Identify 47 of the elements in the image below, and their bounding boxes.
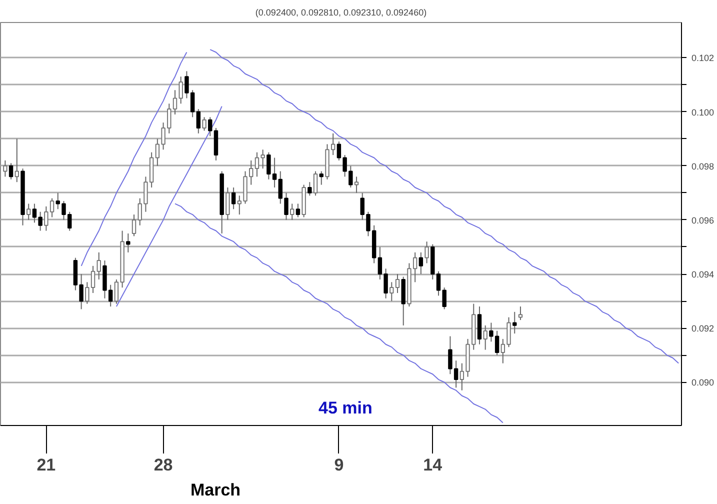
candlestick [308,182,312,196]
y-tick-label: 0.096 [692,215,714,226]
y-tick-label: 0.092 [692,324,714,334]
candlestick [67,211,72,232]
y-tick-label: 0.094 [692,270,714,280]
candlestick [226,186,230,220]
line-series [210,49,680,364]
x-tick-label: 21 [36,456,56,474]
annotation: 45 min [318,398,372,418]
candlestick [231,186,236,210]
candlestick [79,274,84,310]
candlestick [26,203,31,220]
candlestick [418,252,424,275]
y-tick-label: 0.098 [692,161,714,172]
candlestick [313,170,318,196]
y-tick-label: 0.102 [692,53,714,64]
candlestick [290,203,294,220]
chart-title: (0.092400, 0.092810, 0.092310, 0.092460) [255,8,427,18]
candlestick [178,76,183,104]
candlestick [50,198,54,218]
candlestick [44,206,48,232]
x-tick-label: 14 [423,456,443,474]
candlestick [3,160,8,178]
y-tick-label: 0.090 [692,378,714,388]
candlestick [114,278,119,304]
y-tick-label: 0.100 [692,107,714,118]
text: March [190,480,241,500]
candlestick [14,138,20,183]
candlestick [424,241,429,264]
candlestick [512,311,517,334]
candlestick [126,232,130,253]
candlestick [8,162,14,180]
candlestick [208,116,212,137]
line-series [174,203,504,424]
candlestick [202,116,206,132]
x-tick-label: 9 [334,456,344,474]
line-series [116,106,222,307]
candlestick [132,214,136,237]
candlestick [518,306,523,321]
candlestick [196,108,201,134]
candlestick [296,203,300,218]
x-tick-label: 28 [154,456,173,474]
line-series [80,52,188,266]
candlestick [483,324,488,350]
candlestick [96,252,101,280]
candlestick [319,170,324,186]
candlestick [354,176,359,194]
